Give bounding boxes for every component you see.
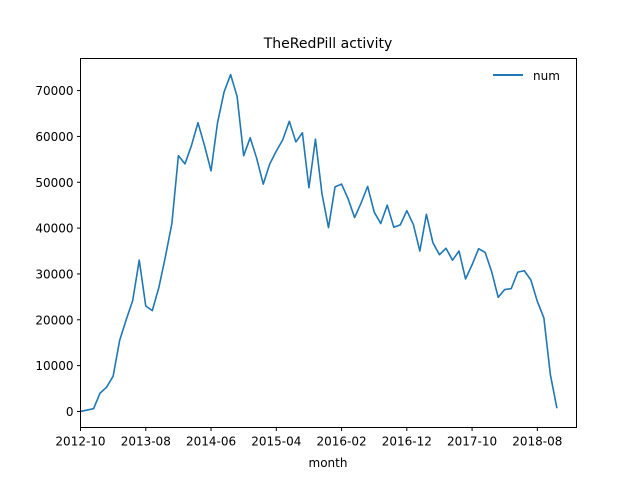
- x-tick-label: 2015-04: [251, 435, 301, 449]
- plot-area: [80, 58, 577, 428]
- x-axis: 2012-10 2013-08 2014-06 2015-04 2016-02 2016-…: [55, 427, 562, 449]
- y-tick-label: 70000: [35, 84, 73, 98]
- x-axis-label: month: [309, 456, 348, 470]
- x-tick-label: 2012-10: [55, 435, 105, 449]
- y-tick-label: 40000: [35, 222, 73, 236]
- y-tick-label: 50000: [35, 176, 73, 190]
- y-tick-label: 10000: [35, 359, 73, 373]
- y-axis: 0 10000 20000 30000 40000 50000 60000 70000: [35, 84, 81, 419]
- y-tick-label: 60000: [35, 130, 73, 144]
- y-tick-label: 0: [66, 405, 74, 419]
- legend-label-num: num: [533, 69, 560, 83]
- x-tick-label: 2016-12: [382, 435, 432, 449]
- legend: num: [493, 69, 560, 83]
- x-tick-label: 2014-06: [186, 435, 236, 449]
- y-tick-label: 30000: [35, 267, 73, 281]
- plot-frame: [80, 58, 577, 428]
- x-tick-label: 2017-10: [447, 435, 497, 449]
- x-tick-label: 2016-02: [316, 435, 366, 449]
- x-tick-label: 2013-08: [121, 435, 171, 449]
- chart-title: TheRedPill activity: [263, 36, 393, 52]
- series-line-num: [80, 73, 558, 413]
- x-tick-label: 2018-08: [512, 435, 562, 449]
- y-tick-label: 20000: [35, 313, 73, 327]
